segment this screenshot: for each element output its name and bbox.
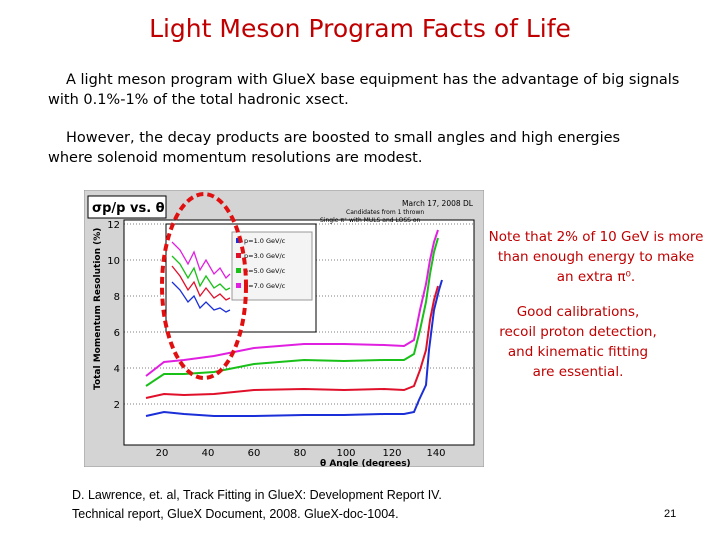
reference-line-1: D. Lawrence, et. al, Track Fitting in Gl… — [72, 488, 442, 502]
curve-p3 — [145, 285, 439, 399]
x-tick-120: 120 — [382, 448, 401, 459]
curve-p7 — [145, 229, 439, 377]
calibration-note: Good calibrations, recoil proton detecti… — [499, 304, 657, 380]
decay-line-1: However, the decay products are boosted … — [66, 130, 621, 146]
momentum-resolution-plot: σp/p vs. θ March 17, 2008 DL Candidates … — [84, 190, 484, 467]
plot-header-label: σp/p vs. θ — [92, 201, 165, 216]
x-tick-60: 60 — [248, 448, 261, 459]
x-axis-label: θ Angle (degrees) — [320, 459, 411, 467]
x-tick-80: 80 — [294, 448, 307, 459]
energy-note: Note that 2% of 10 GeV is more than enou… — [488, 229, 704, 285]
inset-curve-p5 — [171, 255, 231, 291]
plot-date: March 17, 2008 DL — [402, 199, 474, 208]
y-tick-8: 8 — [114, 292, 120, 303]
intro-line-1: A light meson program with GlueX base eq… — [66, 72, 680, 88]
x-tick-100: 100 — [336, 448, 355, 459]
legend-p5: p=5.0 GeV/c — [244, 267, 286, 275]
x-tick-40: 40 — [202, 448, 215, 459]
slide-title: Light Meson Program Facts of Life — [149, 14, 571, 43]
y-axis-label: Total Momentum Resolution (%) — [93, 228, 103, 390]
legend-p7: p=7.0 GeV/c — [244, 282, 286, 290]
legend-p3: p=3.0 GeV/c — [244, 252, 286, 260]
decay-line-2: where solenoid momentum resolutions are … — [48, 150, 423, 166]
inset-curve-p3 — [171, 265, 231, 301]
y-tick-10: 10 — [107, 256, 120, 267]
plot-subtitle-1: Candidates from 1 thrown — [346, 209, 424, 216]
y-tick-2: 2 — [114, 400, 120, 411]
intro-paragraph: A light meson program with GlueX base eq… — [48, 70, 698, 110]
x-tick-140: 140 — [426, 448, 445, 459]
intro-line-2: with 0.1%-1% of the total hadronic xsect… — [48, 92, 349, 108]
legend-p1: p=1.0 GeV/c — [244, 237, 286, 245]
y-tick-4: 4 — [114, 364, 120, 375]
reference: D. Lawrence, et. al, Track Fitting in Gl… — [72, 486, 542, 524]
y-tick-6: 6 — [114, 328, 120, 339]
reference-line-2: Technical report, GlueX Document, 2008. … — [72, 507, 399, 521]
page-number: 21 — [664, 508, 677, 520]
highlight-circle — [160, 192, 248, 380]
inset-curve-p1 — [171, 281, 231, 313]
decay-paragraph: However, the decay products are boosted … — [48, 128, 698, 168]
curve-p1 — [145, 279, 443, 417]
curve-p5 — [145, 237, 439, 387]
y-tick-12: 12 — [107, 220, 120, 231]
x-tick-20: 20 — [156, 448, 169, 459]
plot-subtitle-2: Single π⁺ with MULS and LOSS on — [320, 217, 421, 224]
inset-curve-p7 — [171, 241, 231, 280]
